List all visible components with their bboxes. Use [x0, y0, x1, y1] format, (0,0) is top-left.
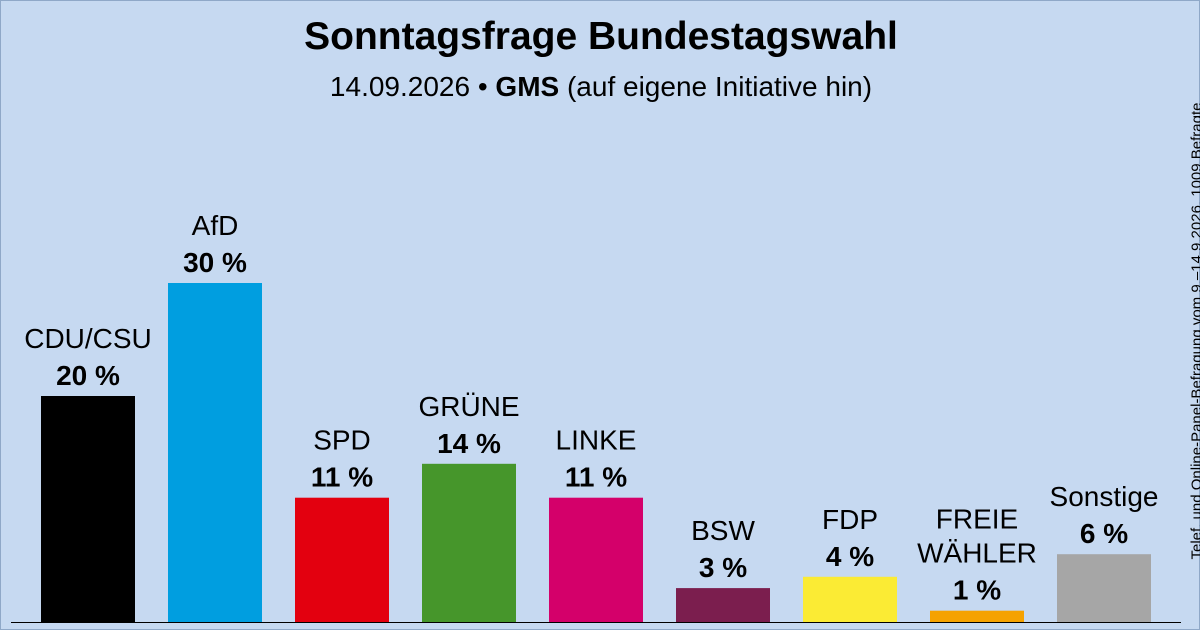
value-label: 4 % — [826, 541, 874, 572]
bar-gr-ne — [422, 464, 516, 622]
value-label: 30 % — [183, 247, 247, 278]
category-label: BSW — [691, 515, 755, 546]
bar-bsw — [676, 588, 770, 622]
bar-sonstige — [1057, 554, 1151, 622]
value-label: 3 % — [699, 552, 747, 583]
value-label: 20 % — [56, 360, 120, 391]
bar-freie-w-hler — [930, 611, 1024, 622]
value-label: 1 % — [953, 575, 1001, 606]
category-label: WÄHLER — [917, 538, 1037, 569]
category-label: LINKE — [556, 425, 637, 456]
bar-cdu-csu — [41, 396, 135, 622]
bar-fdp — [803, 577, 897, 622]
bar-linke — [549, 498, 643, 622]
category-label: FDP — [822, 504, 878, 535]
bar-spd — [295, 498, 389, 622]
category-label: GRÜNE — [418, 391, 519, 422]
category-label: Sonstige — [1050, 481, 1159, 512]
category-label: SPD — [313, 425, 371, 456]
value-label: 11 % — [565, 462, 627, 493]
category-label: CDU/CSU — [24, 323, 152, 354]
bar-afd — [168, 283, 262, 622]
value-label: 14 % — [437, 428, 501, 459]
category-label: FREIE — [936, 504, 1018, 535]
value-label: 6 % — [1080, 518, 1128, 549]
category-label: AfD — [192, 210, 239, 241]
methodology-note: Telef. und Online-Panel-Befragung vom 9.… — [1189, 103, 1200, 560]
value-label: 11 % — [311, 462, 373, 493]
